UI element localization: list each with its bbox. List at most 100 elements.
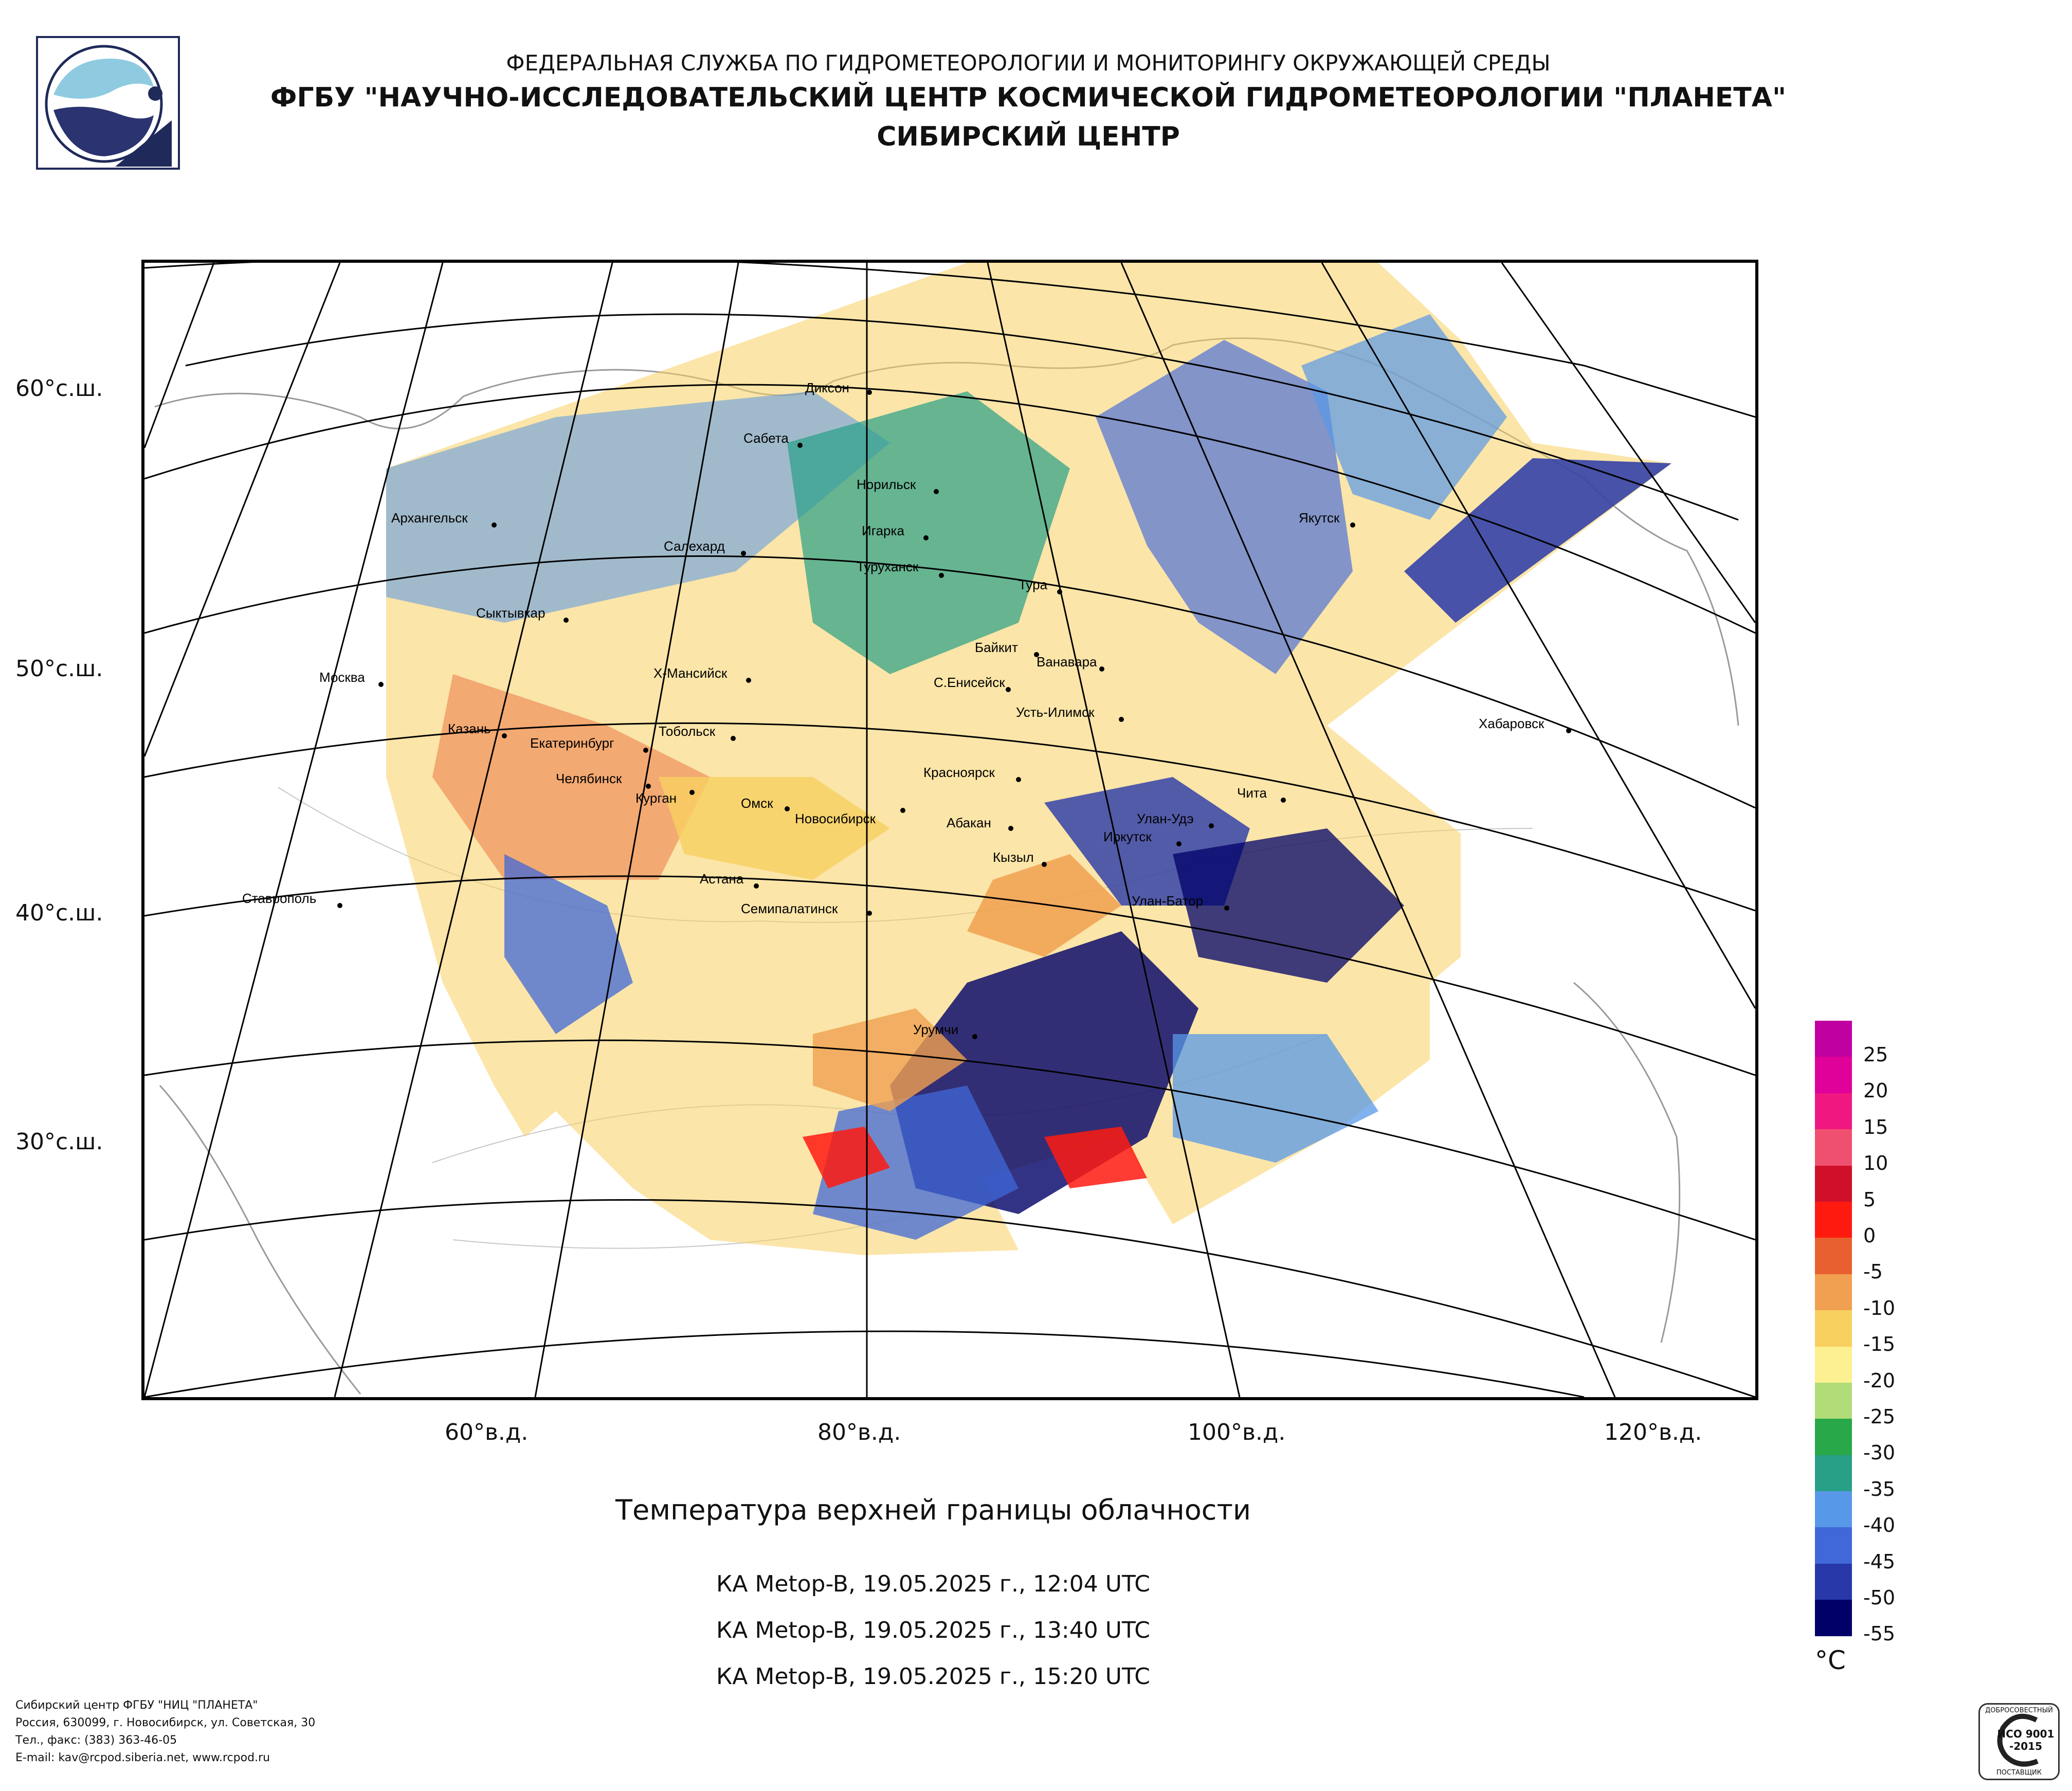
cert-bottom-text: ПОСТАВЩИК [1996, 1769, 2042, 1777]
city-khabarovsk: Хабаровск [1479, 716, 1571, 733]
city-tura: Тура [1019, 577, 1062, 594]
certificate-icon [1997, 1713, 2039, 1767]
lat-label-50: 50°с.ш. [15, 656, 103, 682]
legend-label: 10 [1863, 1152, 1888, 1175]
city-chita: Чита [1237, 785, 1286, 803]
svg-text:Ставрополь: Ставрополь [242, 891, 316, 906]
legend-swatch [1815, 1093, 1852, 1130]
city-igarka: Игарка [862, 523, 929, 540]
city-vanavara: Ванавара [1037, 654, 1104, 672]
lon-label-80: 80°в.д. [817, 1419, 901, 1445]
city-tobolsk: Тобольск [659, 723, 736, 741]
svg-text:Сабета: Сабета [743, 430, 789, 446]
legend-label: 25 [1863, 1043, 1888, 1066]
svg-text:Челябинск: Челябинск [556, 771, 622, 786]
legend-swatch [1815, 1274, 1852, 1311]
city-arkhangelsk: Архангельск [391, 510, 497, 528]
svg-text:Улан-Удэ: Улан-Удэ [1137, 811, 1194, 826]
planeta-logo [36, 36, 180, 170]
legend-swatch [1815, 1491, 1852, 1528]
legend-swatch [1815, 1238, 1852, 1274]
city-ulan-bator: Улан-Батор [1132, 893, 1229, 911]
legend-label: -20 [1863, 1369, 1896, 1392]
footer-line-4: E-mail: kav@rcpod.siberia.net, www.rcpod… [15, 1751, 270, 1764]
legend-label: 20 [1863, 1079, 1888, 1102]
legend-label: 15 [1863, 1115, 1888, 1138]
legend-swatch [1815, 1129, 1852, 1166]
planeta-logo-icon [45, 45, 172, 167]
lon-label-60: 60°в.д. [445, 1419, 529, 1445]
city-moskva: Москва [319, 670, 384, 687]
svg-text:Туруханск: Туруханск [857, 559, 919, 574]
legend-swatch [1815, 1527, 1852, 1564]
org-line-2: ФГБУ "НАУЧНО-ИССЛЕДОВАТЕЛЬСКИЙ ЦЕНТР КОС… [270, 82, 1787, 113]
legend-label: -5 [1863, 1260, 1883, 1283]
legend-swatch [1815, 1455, 1852, 1492]
legend-swatch [1815, 1310, 1852, 1347]
cloud-top-temperature-map: Диксон Сабета Норильск Игарка Туруханск … [144, 263, 1755, 1397]
svg-text:Хабаровск: Хабаровск [1479, 716, 1544, 731]
city-norilsk: Норильск [857, 477, 939, 494]
lat-label-60: 60°с.ш. [15, 375, 103, 402]
footer-line-2: Россия, 630099, г. Новосибирск, ул. Сове… [15, 1716, 316, 1729]
city-ulan-ude: Улан-Удэ [1137, 811, 1214, 828]
svg-text:Норильск: Норильск [857, 477, 916, 492]
city-khanty-mansiysk: Х-Мансийск [653, 665, 751, 683]
legend-swatch [1815, 1346, 1852, 1383]
cert-top-text: ДОБРОСОВЕСТНЫЙ [1985, 1707, 2053, 1714]
iso-certificate-badge: ДОБРОСОВЕСТНЫЙ ИСО 9001 -2015 ПОСТАВЩИК [1978, 1703, 2060, 1780]
svg-text:Х-Мансийск: Х-Мансийск [653, 665, 728, 681]
svg-text:Байкит: Байкит [975, 640, 1018, 655]
legend-label: -10 [1863, 1296, 1896, 1319]
legend-label: -30 [1863, 1441, 1896, 1464]
city-kyzyl: Кызыл [993, 849, 1047, 867]
svg-text:Москва: Москва [319, 670, 365, 685]
legend-swatch [1815, 1419, 1852, 1455]
svg-text:Астана: Астана [700, 871, 744, 887]
city-turukhansk: Туруханск [857, 559, 944, 578]
lat-label-40: 40°с.ш. [15, 900, 103, 926]
city-markers: Диксон Сабета Норильск Игарка Туруханск … [242, 380, 1571, 1039]
svg-text:Новосибирск: Новосибирск [795, 811, 876, 826]
city-dikson: Диксон [805, 380, 872, 395]
legend-label: -35 [1863, 1477, 1896, 1500]
svg-text:Усть-Илимск: Усть-Илимск [1016, 704, 1095, 720]
svg-text:Улан-Батор: Улан-Батор [1132, 893, 1203, 909]
city-salekhard: Салехард [664, 538, 746, 556]
svg-text:Игарка: Игарка [862, 523, 904, 538]
footer-line-3: Тел., факс: (383) 363-46-05 [15, 1734, 177, 1747]
svg-text:С.Енисейск: С.Енисейск [934, 675, 1005, 690]
legend-swatch [1815, 1382, 1852, 1419]
city-ust-ilimsk: Усть-Илимск [1016, 704, 1124, 722]
lat-label-30: 30°с.ш. [15, 1129, 103, 1155]
org-line-1: ФЕДЕРАЛЬНАЯ СЛУЖБА ПО ГИДРОМЕТЕОРОЛОГИИ … [506, 50, 1551, 76]
svg-text:Диксон: Диксон [805, 380, 849, 395]
legend-swatch [1815, 1563, 1852, 1600]
svg-text:Чита: Чита [1237, 785, 1267, 801]
legend-label: -55 [1863, 1622, 1896, 1645]
legend-label: 0 [1863, 1224, 1876, 1247]
svg-text:Семипалатинск: Семипалатинск [741, 901, 838, 916]
svg-text:Тура: Тура [1019, 577, 1048, 592]
city-irkutsk: Иркутск [1103, 829, 1182, 846]
footer-contacts: Сибирский центр ФГБУ "НИЦ "ПЛАНЕТА" Росс… [15, 1697, 315, 1767]
footer-line-1: Сибирский центр ФГБУ "НИЦ "ПЛАНЕТА" [15, 1699, 258, 1712]
legend-label: -50 [1863, 1586, 1896, 1609]
svg-text:Сыктывкар: Сыктывкар [476, 605, 545, 621]
city-kazan: Казань [448, 721, 507, 738]
graticule [144, 263, 1755, 1397]
city-ekaterinburg: Екатеринбург [530, 735, 648, 753]
svg-text:Курган: Курган [635, 790, 677, 806]
svg-text:Екатеринбург: Екатеринбург [530, 735, 614, 751]
svg-text:Ванавара: Ванавара [1037, 654, 1097, 670]
city-novosibirsk: Новосибирск [795, 808, 905, 826]
svg-text:Иркутск: Иркутск [1103, 829, 1152, 844]
legend-swatch [1815, 1600, 1852, 1636]
city-semipalatinsk: Семипалатинск [741, 901, 872, 916]
org-line-3: СИБИРСКИЙ ЦЕНТР [877, 121, 1180, 152]
svg-text:Тобольск: Тобольск [659, 723, 716, 739]
map-frame[interactable]: Диксон Сабета Норильск Игарка Туруханск … [141, 260, 1758, 1400]
legend-swatch [1815, 1057, 1852, 1093]
city-chelyabinsk: Челябинск [556, 771, 651, 789]
svg-text:Якутск: Якутск [1299, 510, 1340, 526]
